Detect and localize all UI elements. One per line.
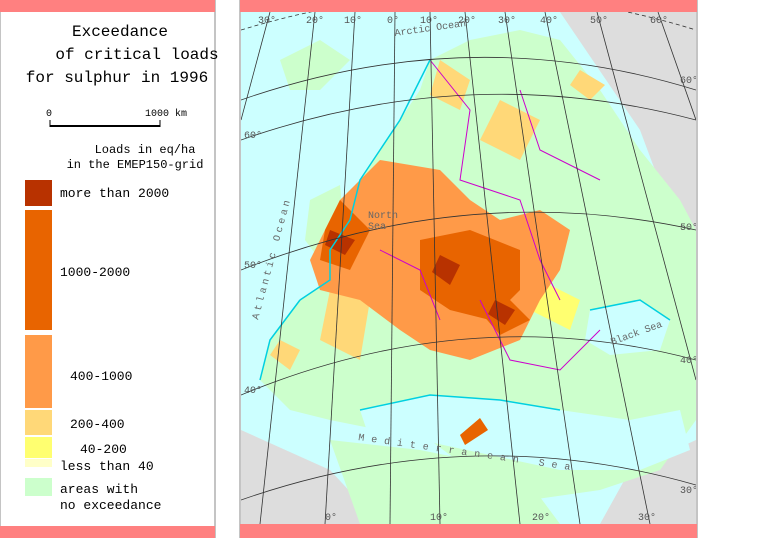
scale-bar: 0 1000 km xyxy=(46,108,187,127)
graticule-label: 50° xyxy=(244,260,262,272)
bar xyxy=(0,526,215,538)
legend-swatch xyxy=(25,210,52,330)
graticule-label: 30° xyxy=(258,15,276,27)
legend-swatch xyxy=(25,459,52,467)
bar xyxy=(0,0,215,12)
legend-label: 1000-2000 xyxy=(60,265,130,280)
graticule-label: 60° xyxy=(650,15,668,27)
sea-label: Sea xyxy=(368,222,386,233)
graticule-label: 10° xyxy=(430,512,448,524)
graticule-label: 60° xyxy=(680,75,698,87)
legend-swatch xyxy=(25,437,52,458)
legend-label: areas with xyxy=(60,482,138,497)
graticule-label: 30° xyxy=(680,485,698,497)
graticule-label: 60° xyxy=(244,130,262,142)
legend-subtitle: in the EMEP150-grid xyxy=(67,158,204,172)
legend-swatch xyxy=(25,410,52,435)
graticule-labels: 30° 20° 10° 0° 10° 20° 30° 40° 50° 60° 60° 50° 40° 60… xyxy=(244,15,698,524)
legend-title: Exceedance xyxy=(72,23,168,41)
legend-label: 200-400 xyxy=(70,417,125,432)
legend-label: no exceedance xyxy=(60,498,161,513)
graticule-label: 40° xyxy=(540,15,558,27)
legend-swatch xyxy=(25,335,52,408)
graticule-label: 20° xyxy=(458,15,476,27)
map: 30° 20° 10° 0° 10° 20° 30° 40° 50° 60° 60° 50° 40° 60… xyxy=(239,0,698,539)
graticule-label: 20° xyxy=(532,512,550,524)
graticule-label: 50° xyxy=(590,15,608,27)
graticule-label: 40° xyxy=(680,355,698,367)
legend: Exceedance of critical loads for sulphur i… xyxy=(25,23,219,513)
legend-swatch xyxy=(25,180,52,206)
graticule-label: 10° xyxy=(420,15,438,27)
legend-label: less than 40 xyxy=(60,459,154,474)
legend-label: 40-200 xyxy=(80,442,127,457)
legend-title: for sulphur in 1996 xyxy=(26,69,208,87)
legend-title: of critical loads xyxy=(55,46,218,64)
graticule-label: 40° xyxy=(244,385,262,397)
scale-start: 0 xyxy=(46,109,52,120)
legend-swatch xyxy=(25,478,52,496)
graticule-label: 30° xyxy=(638,512,656,524)
legend-subtitle: Loads in eq/ha xyxy=(95,143,196,157)
graticule-label: 10° xyxy=(344,15,362,27)
graticule-label: 0° xyxy=(325,512,337,524)
sea-label: North xyxy=(368,210,398,222)
graticule-label: 30° xyxy=(498,15,516,27)
legend-label: 400-1000 xyxy=(70,369,132,384)
graticule-label: 50° xyxy=(680,222,698,234)
graticule-label: 0° xyxy=(387,15,399,27)
graticule-label: 20° xyxy=(306,15,324,27)
legend-label: more than 2000 xyxy=(60,186,169,201)
scale-end: 1000 km xyxy=(145,108,187,120)
exceedance-cells xyxy=(270,60,605,445)
